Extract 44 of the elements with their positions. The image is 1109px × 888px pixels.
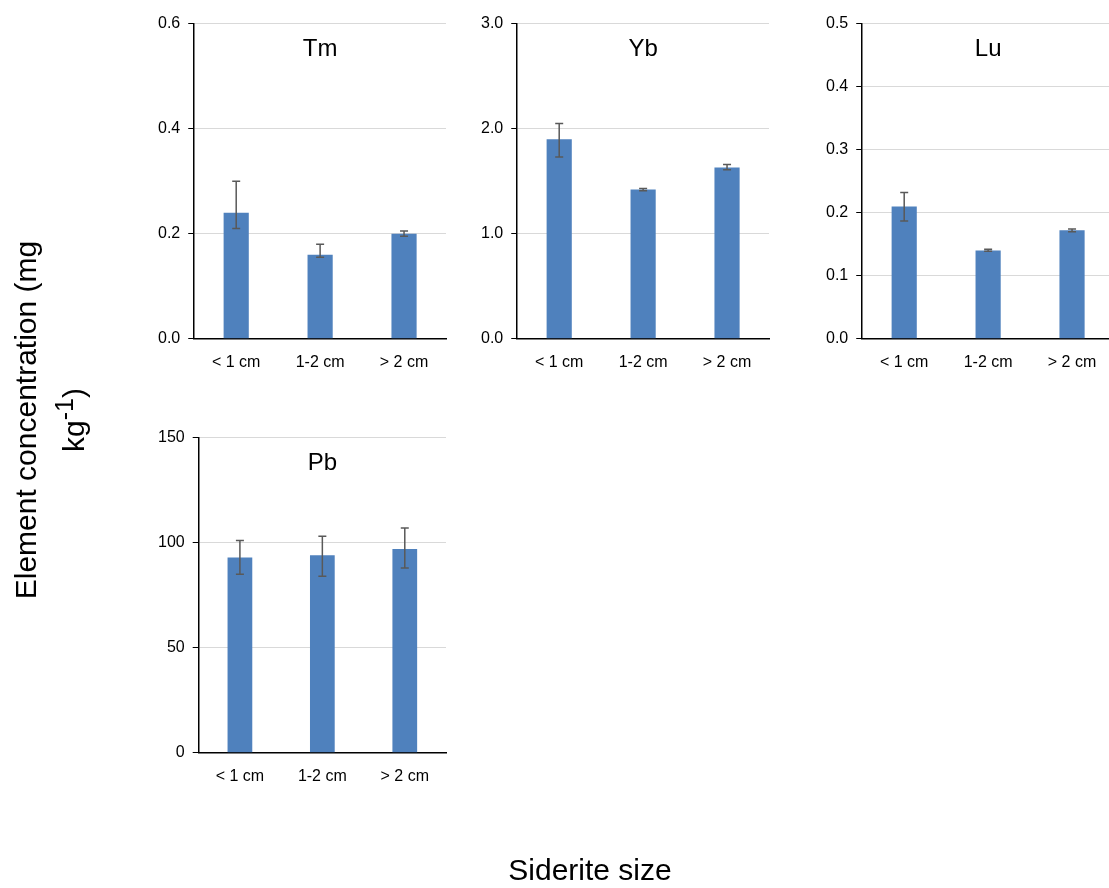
y-tick-label: 0.0 [157,329,181,347]
x-tick-label: 1-2 cm [297,766,347,784]
y-tick-label: 0.2 [157,224,181,242]
x-tick-label: 1-2 cm [618,352,668,370]
bar [546,139,572,339]
y-tick-label: 0.5 [825,14,849,32]
x-tick-label: < 1 cm [534,352,584,370]
x-tick-label: > 2 cm [702,352,752,370]
bar [223,212,249,339]
text: Yb [628,34,658,62]
y-tick-label: 0.3 [825,140,849,158]
x-tick-label: > 2 cm [380,766,430,784]
x-tick-label: 1-2 cm [963,352,1013,370]
y-tick-label: 50 [166,638,185,656]
y-tick-label: 0.0 [480,329,504,347]
y-tick-label: 100 [157,533,185,551]
text: Lu [974,34,1002,62]
bar [891,206,917,339]
y-tick-label: 0.1 [825,266,849,284]
y-tick-label: 0.2 [825,203,849,221]
bar [975,250,1001,339]
y-tick-label: 0.4 [157,119,181,137]
x-tick-label: 1-2 cm [295,352,345,370]
text: Tm [302,34,338,62]
y-tick-label: 0.0 [825,329,849,347]
y-tick-label: 0 [175,743,185,761]
y-tick-label: 0.6 [157,14,181,32]
y-tick-label: 0.4 [825,77,849,95]
x-tick-label: > 2 cm [379,352,429,370]
x-tick-label: < 1 cm [879,352,929,370]
bar [307,254,333,339]
bar [1059,230,1085,339]
y-tick-label: 2.0 [480,119,504,137]
x-tick-label: < 1 cm [211,352,261,370]
x-tick-label: < 1 cm [215,766,265,784]
y-tick-label: 1.0 [480,224,504,242]
x-axis-title: Siderite size [508,853,672,887]
y-tick-label: 3.0 [480,14,504,32]
y-tick-label: 150 [157,428,185,446]
text: Pb [307,448,338,476]
bar [714,167,740,339]
bar [630,189,656,339]
bar [391,233,417,339]
x-tick-label: > 2 cm [1047,352,1097,370]
